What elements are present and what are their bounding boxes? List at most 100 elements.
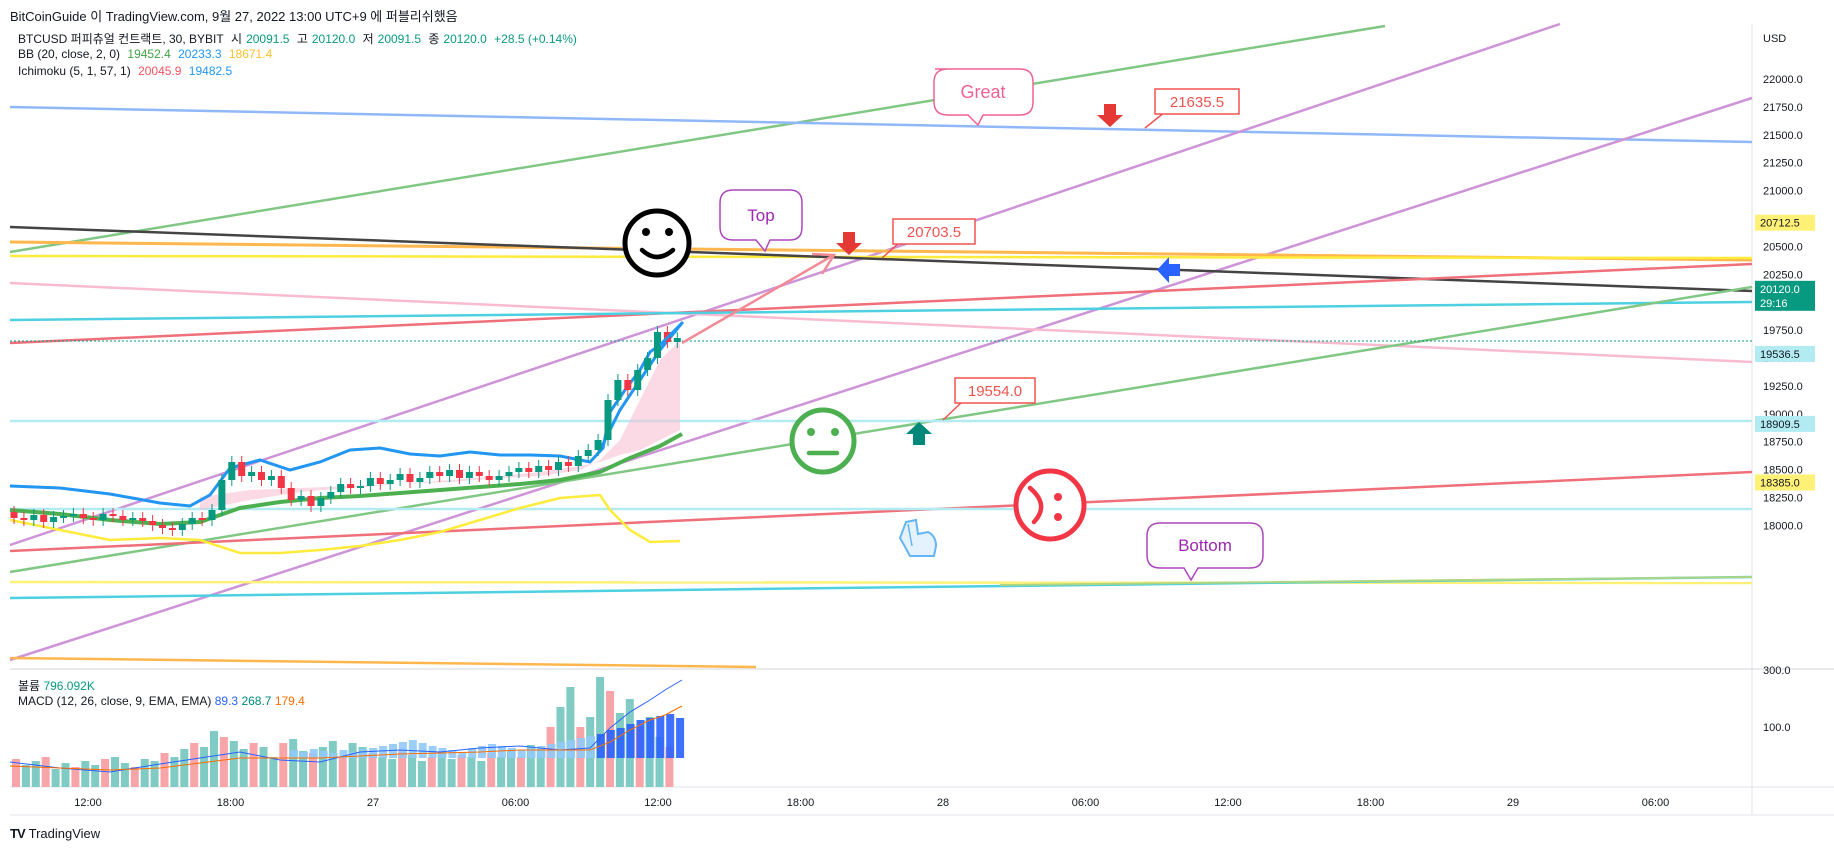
price-axis[interactable]: USD 22000.0 21750.0 21500.0 21250.0 21000.0 20… bbox=[1763, 33, 1803, 532]
volume-bar bbox=[507, 751, 515, 787]
callout-great[interactable]: Great bbox=[933, 68, 1034, 127]
price-tick-label: 19750.0 bbox=[1763, 325, 1803, 337]
volume-bar bbox=[427, 757, 436, 787]
candle-body bbox=[198, 518, 206, 520]
volume-bar bbox=[328, 741, 337, 787]
arrow-line-red[interactable] bbox=[681, 254, 833, 345]
smiley-confused-icon[interactable] bbox=[1013, 468, 1087, 542]
price-callout-21635[interactable]: 21635.5 bbox=[1144, 88, 1240, 129]
price-tick-label: 18250.0 bbox=[1763, 493, 1803, 505]
volume-bar bbox=[615, 713, 624, 787]
price-axis-label-bg bbox=[1755, 280, 1815, 311]
arrow-left-icon[interactable] bbox=[1157, 257, 1180, 283]
volume-legend[interactable]: 볼륨 796.092K bbox=[18, 677, 95, 694]
macd-histogram-bar bbox=[656, 716, 665, 758]
time-tick-label: 06:00 bbox=[1642, 797, 1670, 809]
trendline-black[interactable] bbox=[9, 225, 1753, 293]
symbol-name[interactable]: BTCUSD 퍼피츄얼 컨트랙트, 30, BYBIT bbox=[18, 32, 224, 46]
callout-bottom[interactable]: Bottom bbox=[1146, 522, 1264, 582]
macd-histogram-bar bbox=[527, 748, 536, 758]
macd-histogram-bar bbox=[636, 720, 645, 758]
smiley-neutral-icon[interactable] bbox=[789, 407, 857, 475]
ichimoku-conversion-line bbox=[598, 322, 684, 451]
trendline-yellow-top[interactable] bbox=[9, 254, 1753, 260]
open-value: 20091.5 bbox=[246, 32, 290, 46]
macd-legend[interactable]: MACD (12, 26, close, 9, EMA, EMA) 89.3 2… bbox=[18, 694, 305, 708]
time-tick-label: 18:00 bbox=[217, 797, 245, 809]
footer-brand[interactable]: TradingView bbox=[28, 826, 101, 841]
symbol-legend[interactable]: BTCUSD 퍼피츄얼 컨트랙트, 30, BYBIT 시 20091.5 고 20… bbox=[18, 30, 581, 47]
tradingview-logo-icon[interactable]: TV bbox=[10, 826, 26, 841]
ichimoku-legend[interactable]: Ichimoku (5, 1, 57, 1) 20045.9 19482.5 bbox=[18, 64, 236, 78]
volume-bar bbox=[12, 759, 20, 787]
arrow-down-icon[interactable] bbox=[1097, 104, 1123, 127]
ichimoku-name[interactable]: Ichimoku (5, 1, 57, 1) bbox=[18, 64, 131, 78]
trendline-red-2[interactable] bbox=[9, 470, 1753, 553]
trendline-red-1[interactable] bbox=[9, 262, 1753, 345]
price-callout-20703[interactable]: 20703.5 bbox=[881, 218, 976, 259]
volume-bar bbox=[596, 677, 605, 787]
time-tick-label: 06:00 bbox=[502, 797, 530, 809]
price-axis-label-bg bbox=[1755, 415, 1815, 432]
countdown-label: 29:16 bbox=[1760, 298, 1788, 310]
price-axis-label: 19536.5 bbox=[1760, 349, 1800, 361]
candle-body bbox=[584, 450, 592, 456]
price-axis-label: 18909.5 bbox=[1760, 419, 1800, 431]
price-tick-label: 22000.0 bbox=[1763, 74, 1803, 86]
volume-bar bbox=[566, 687, 575, 787]
macd-histogram-bar bbox=[646, 718, 655, 758]
callout-top[interactable]: Top bbox=[719, 189, 803, 253]
volume-bar bbox=[556, 707, 565, 787]
smiley-happy-icon[interactable] bbox=[622, 208, 692, 278]
drawings[interactable] bbox=[9, 22, 1753, 669]
high-label: 고 bbox=[296, 32, 308, 46]
candle-body bbox=[604, 400, 612, 440]
callout-bottom-text: Bottom bbox=[1178, 536, 1232, 555]
trendline-pink[interactable] bbox=[9, 281, 1753, 364]
trendline-orange-bottom[interactable] bbox=[9, 656, 757, 669]
volume-bar bbox=[467, 757, 476, 787]
arrow-up-icon[interactable] bbox=[906, 422, 932, 445]
volume-bar bbox=[606, 691, 614, 787]
change-value: +28.5 (+0.14%) bbox=[494, 32, 577, 46]
footer[interactable]: TV TradingView bbox=[10, 826, 100, 841]
bb-upper-band bbox=[9, 343, 661, 508]
macd-histogram-bar bbox=[587, 736, 595, 758]
trendline-cyan-2[interactable] bbox=[9, 575, 1753, 600]
callout-top-text: Top bbox=[747, 206, 774, 225]
price-callout-21635-text: 21635.5 bbox=[1170, 94, 1224, 111]
time-axis[interactable]: 12:00 18:00 27 06:00 12:00 18:00 28 06:00 12:00 1… bbox=[74, 797, 1669, 809]
trendline-purple-1[interactable] bbox=[9, 22, 1561, 547]
candlesticks[interactable] bbox=[10, 326, 681, 536]
macd-histogram-bar bbox=[537, 746, 546, 758]
bb-legend[interactable]: BB (20, close, 2, 0) 19452.4 20233.3 186… bbox=[18, 47, 276, 61]
volume-bar bbox=[81, 761, 90, 787]
candle-body bbox=[456, 470, 463, 478]
pointing-hand-icon[interactable] bbox=[898, 518, 938, 557]
macd-histogram-bar bbox=[676, 718, 685, 758]
volume-bar bbox=[130, 767, 139, 787]
arrow-line-blue[interactable] bbox=[658, 320, 685, 347]
macd-name[interactable]: MACD (12, 26, close, 9, EMA, EMA) bbox=[18, 694, 212, 708]
trendline-green-mid[interactable] bbox=[9, 285, 1753, 574]
trendline-blue-upper[interactable] bbox=[9, 105, 1753, 144]
volume-bar bbox=[368, 753, 377, 787]
low-value: 20091.5 bbox=[377, 32, 422, 46]
candle-body bbox=[366, 478, 374, 486]
trendline-purple-2[interactable] bbox=[9, 96, 1753, 662]
price-callout-19554[interactable]: 19554.0 bbox=[942, 377, 1036, 421]
volume-bar bbox=[200, 747, 209, 787]
arrow-down-icon[interactable] bbox=[836, 232, 862, 255]
trendline-green-bottom[interactable] bbox=[999, 576, 1753, 586]
trendline-cyan-1[interactable] bbox=[9, 300, 1753, 322]
macd-histogram-bar bbox=[448, 750, 457, 758]
hline-yellow-bottom[interactable] bbox=[9, 580, 1753, 585]
candle-body bbox=[168, 528, 176, 530]
volume-axis: 300.0 100.0 bbox=[1763, 665, 1791, 734]
volume-name[interactable]: 볼륨 bbox=[18, 679, 41, 693]
trendline-orange[interactable] bbox=[9, 240, 1753, 262]
bb-name[interactable]: BB (20, close, 2, 0) bbox=[18, 47, 121, 61]
candle-body bbox=[436, 472, 444, 476]
